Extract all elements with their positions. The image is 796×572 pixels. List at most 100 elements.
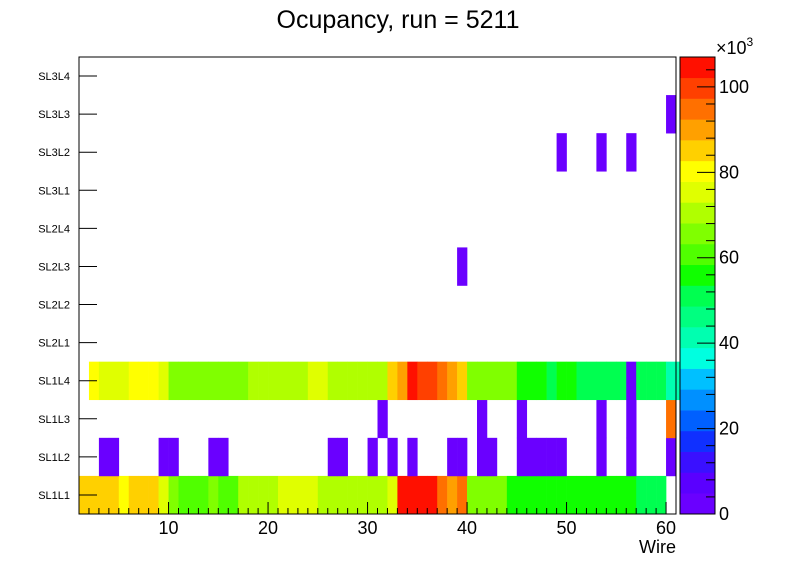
color-scale-segment-5 <box>680 389 715 411</box>
heatmap-cell-sl1l1-wire-22 <box>287 475 299 515</box>
heatmap-cell-sl3l3-wire-60 <box>666 95 677 134</box>
heatmap-cell-sl1l3-wire-53 <box>596 399 607 439</box>
heatmap-cell-sl1l1-wire-38 <box>447 475 458 515</box>
heatmap-cell-sl1l1-wire-43 <box>496 475 508 515</box>
heatmap-cell-sl1l4-wire-42 <box>486 361 498 401</box>
heatmap-cell-sl1l2-wire-38 <box>447 437 458 477</box>
heatmap-cell-sl1l2-wire-30 <box>367 437 378 477</box>
heatmap-cell-sl1l2-wire-45 <box>516 437 528 477</box>
heatmap-cell-sl1l2-wire-39 <box>457 437 468 477</box>
heatmap-cell-sl1l4-wire-55 <box>616 361 627 401</box>
heatmap-cell-sl1l4-wire-19 <box>258 361 269 401</box>
heatmap-cell-sl1l4-wire-28 <box>347 361 358 401</box>
y-tick-label-sl2l4: SL2L4 <box>38 223 70 235</box>
heatmap-cell-sl1l1-wire-10 <box>168 475 179 515</box>
z-multiplier-label: ×103 <box>716 35 754 58</box>
z-tick-label-20: 20 <box>719 419 739 439</box>
heatmap-cell-sl1l4-wire-5 <box>118 361 130 401</box>
heatmap-cell-sl1l4-wire-47 <box>536 361 547 401</box>
heatmap-cell-sl1l1-wire-42 <box>486 475 498 515</box>
heatmap-cell-sl1l4-wire-39 <box>457 361 468 401</box>
heatmap-cell-sl1l4-wire-33 <box>397 361 408 401</box>
heatmap-cells <box>79 95 687 515</box>
heatmap-cell-sl1l1-wire-52 <box>586 475 597 515</box>
color-scale-segment-11 <box>680 264 715 286</box>
heatmap-cell-sl1l1-wire-32 <box>387 475 398 515</box>
heatmap-cell-sl1l4-wire-53 <box>596 361 607 401</box>
heatmap-cell-sl1l1-wire-33 <box>397 475 408 515</box>
heatmap-cell-sl1l4-wire-44 <box>506 361 518 401</box>
heatmap-cell-sl1l2-wire-34 <box>407 437 418 477</box>
heatmap-cell-sl1l4-wire-40 <box>467 361 478 401</box>
heatmap-cell-sl1l1-wire-59 <box>656 475 667 515</box>
plot-frame <box>78 56 677 515</box>
heatmap-cell-sl1l1-wire-5 <box>118 475 130 515</box>
heatmap-cell-sl1l1-wire-8 <box>148 475 159 515</box>
heatmap-cell-sl1l4-wire-49 <box>556 361 567 401</box>
heatmap-cell-sl1l4-wire-23 <box>297 361 309 401</box>
heatmap-cell-sl1l1-wire-45 <box>516 475 528 515</box>
heatmap-cell-sl1l2-wire-42 <box>486 437 498 477</box>
heatmap-cell-sl1l2-wire-26 <box>327 437 338 477</box>
heatmap-cell-sl1l1-wire-47 <box>536 475 547 515</box>
heatmap-cell-sl1l2-wire-15 <box>218 437 229 477</box>
heatmap-cell-sl1l1-wire-19 <box>258 475 269 515</box>
color-scale-segment-15 <box>680 181 715 203</box>
z-tick-label-100: 100 <box>719 77 749 97</box>
heatmap-cell-sl1l1-wire-55 <box>616 475 627 515</box>
heatmap-cell-sl1l1-wire-3 <box>98 475 110 515</box>
heatmap-cell-sl1l4-wire-18 <box>248 361 259 401</box>
heatmap-cell-sl1l4-wire-41 <box>477 361 488 401</box>
heatmap-cell-sl1l1-wire-39 <box>457 475 468 515</box>
heatmap-cell-sl1l4-wire-27 <box>337 361 348 401</box>
heatmap-cell-sl1l4-wire-37 <box>437 361 448 401</box>
y-tick-label-sl1l2: SL1L2 <box>38 452 70 464</box>
heatmap-cell-sl1l2-wire-60 <box>666 437 677 477</box>
heatmap-cell-sl2l3-wire-39 <box>457 247 468 286</box>
heatmap-cell-sl1l2-wire-48 <box>546 437 557 477</box>
heatmap-cell-sl1l4-wire-48 <box>546 361 557 401</box>
heatmap-cell-sl1l1-wire-49 <box>556 475 567 515</box>
color-scale-segment-0 <box>680 493 715 515</box>
y-tick-label-sl2l3: SL2L3 <box>38 261 70 273</box>
y-tick-label-sl1l4: SL1L4 <box>38 376 70 388</box>
x-tick-label-20: 20 <box>258 518 278 538</box>
heatmap-cell-sl1l1-wire-26 <box>327 475 338 515</box>
heatmap-cell-sl1l1-wire-34 <box>407 475 418 515</box>
z-tick-label-0: 0 <box>719 504 729 524</box>
heatmap-cell-sl1l1-wire-37 <box>437 475 448 515</box>
x-tick-label-10: 10 <box>159 518 179 538</box>
heatmap-cell-sl1l4-wire-11 <box>178 361 189 401</box>
color-scale-segment-18 <box>680 119 715 141</box>
color-scale-segment-2 <box>680 451 715 473</box>
z-tick-label-60: 60 <box>719 248 739 268</box>
heatmap-cell-sl1l4-wire-54 <box>606 361 617 401</box>
heatmap-cell-sl3l2-wire-53 <box>596 133 607 172</box>
heatmap-cell-sl1l4-wire-13 <box>198 361 209 401</box>
color-scale-segment-21 <box>680 57 715 79</box>
heatmap-cell-sl1l1-wire-20 <box>268 475 279 515</box>
heatmap-cell-sl1l1-wire-31 <box>377 475 388 515</box>
heatmap-cell-sl1l1-wire-40 <box>467 475 478 515</box>
heatmap-cell-sl1l4-wire-32 <box>387 361 398 401</box>
heatmap-cell-sl1l4-wire-30 <box>367 361 378 401</box>
heatmap-cell-sl1l1-wire-18 <box>248 475 259 515</box>
heatmap-cell-sl1l1-wire-7 <box>138 475 149 515</box>
y-tick-label-sl2l2: SL2L2 <box>38 300 70 312</box>
heatmap-cell-sl1l4-wire-9 <box>158 361 169 401</box>
heatmap-cell-sl1l1-wire-57 <box>636 475 647 515</box>
heatmap-cell-sl1l1-wire-15 <box>218 475 229 515</box>
heatmap-cell-sl1l1-wire-53 <box>596 475 607 515</box>
heatmap-cell-sl1l1-wire-41 <box>477 475 488 515</box>
heatmap-cell-sl1l4-wire-17 <box>238 361 249 401</box>
color-scale-segment-10 <box>680 285 715 307</box>
color-scale-segment-19 <box>680 98 715 120</box>
heatmap-cell-sl1l4-wire-16 <box>228 361 239 401</box>
heatmap-cell-sl1l2-wire-49 <box>556 437 567 477</box>
heatmap-cell-sl1l4-wire-52 <box>586 361 597 401</box>
y-axis: SL1L1 SL1L2 SL1L3 SL1L4 SL2L1 SL2L2 SL2L3 SL2L4… <box>38 71 97 502</box>
heatmap-cell-sl1l3-wire-31 <box>377 399 388 439</box>
heatmap-cell-sl1l2-wire-41 <box>477 437 488 477</box>
color-scale-segment-1 <box>680 472 715 494</box>
